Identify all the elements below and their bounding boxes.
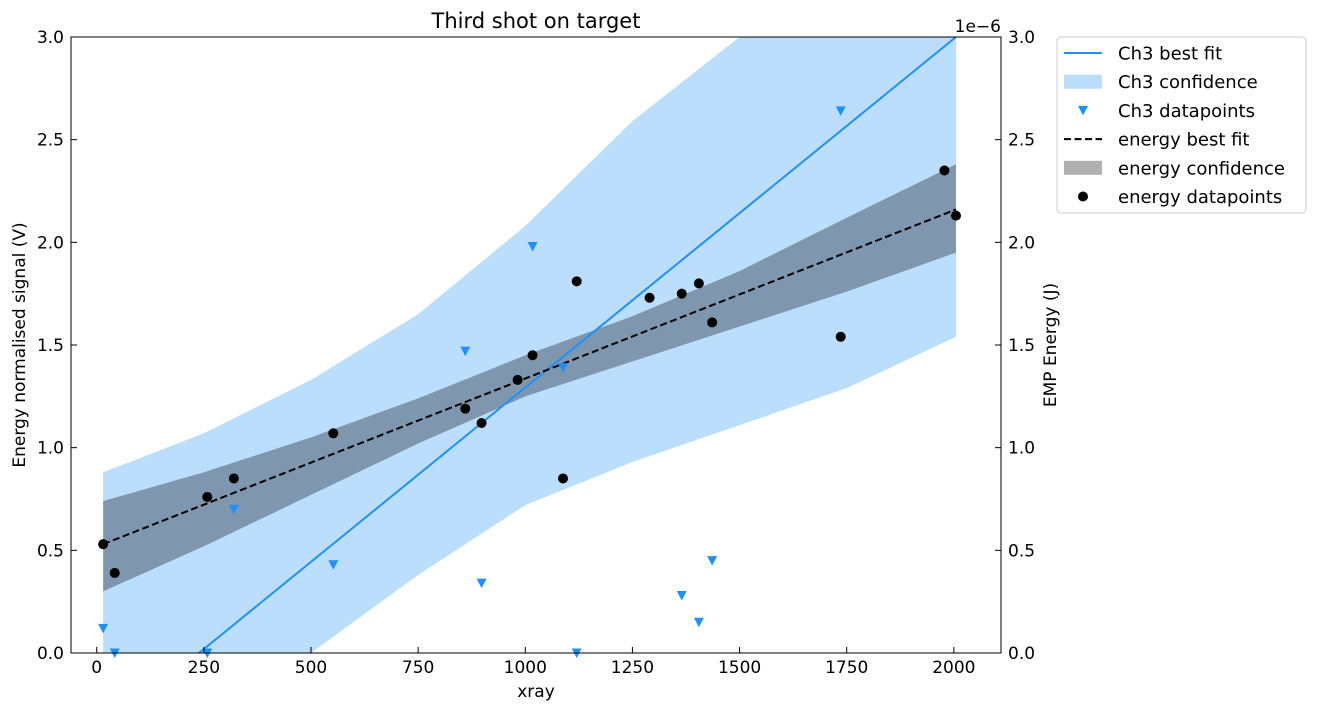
fit-lines — [102, 37, 957, 653]
y2-axis-label: EMP Energy (J) — [1041, 283, 1061, 407]
energy-datapoints-point — [707, 317, 718, 328]
y-axis-label: Energy normalised signal (V) — [10, 222, 30, 467]
y2-offset-text: 1e−6 — [955, 17, 1001, 37]
ch3-best-fit-line — [197, 37, 957, 653]
x-tick-label: 1500 — [718, 658, 761, 678]
energy-datapoints-point — [951, 210, 961, 221]
ch3-datapoints-point — [558, 363, 568, 373]
y2-tick-label: 1.5 — [1008, 336, 1035, 356]
ch3-datapoints-point — [328, 560, 339, 570]
y-tick-label: 3.0 — [37, 28, 64, 48]
y2-tick-label: 2.0 — [1008, 233, 1035, 253]
legend-label-ch3-best-fit: Ch3 best fit — [1118, 44, 1222, 65]
energy-datapoints-point — [558, 473, 568, 484]
ch3-confidence-band — [103, 37, 956, 653]
y-tick-label: 0.5 — [37, 541, 64, 561]
energy-datapoints-point — [939, 165, 950, 176]
y-tick-label: 1.0 — [37, 439, 64, 459]
legend-handle-energy-confidence — [1064, 160, 1102, 175]
ch3-datapoints-point — [707, 556, 718, 566]
ch3-datapoints-point — [228, 504, 239, 515]
y2-tick-label: 3.0 — [1008, 28, 1035, 48]
energy-datapoints-point — [571, 276, 582, 287]
y2-tick-label: 2.5 — [1008, 131, 1035, 151]
legend-handle-energy-datapoints — [1078, 191, 1088, 202]
energy-datapoints-point — [228, 473, 239, 484]
y2-tick-label: 0.0 — [1008, 644, 1035, 664]
x-tick-label: 750 — [402, 658, 434, 678]
energy-datapoints-point — [676, 288, 687, 299]
energy-datapoints-point — [512, 374, 523, 385]
ch3-datapoints-point — [527, 241, 538, 252]
energy-datapoints-point — [98, 539, 109, 550]
y-tick-label: 1.5 — [37, 336, 64, 356]
energy-datapoints-point — [644, 292, 655, 303]
x-axis-label: xray — [517, 682, 555, 702]
legend-label-energy-datapoints: energy datapoints — [1118, 187, 1282, 208]
x-tick-label: 1250 — [611, 658, 654, 678]
axis-ticks: 0 250 500 750 1000 1250 1500 1750 2000 0.0 0.5 1.0 1… — [37, 28, 1035, 678]
y2-tick-label: 1.0 — [1008, 439, 1035, 459]
energy-datapoints-point — [835, 331, 846, 342]
legend-handle-ch3-confidence — [1064, 74, 1102, 89]
ch3-datapoints-point — [676, 591, 687, 601]
y-tick-label: 2.0 — [37, 233, 64, 253]
confidence-bands — [103, 37, 956, 653]
energy-datapoints-point — [328, 428, 339, 439]
x-tick-label: 0 — [91, 658, 102, 678]
ch3-datapoints-point — [460, 346, 471, 357]
energy-datapoints-point — [476, 418, 487, 429]
ch3-datapoints-point — [693, 617, 704, 628]
ch3-datapoints-point — [98, 623, 109, 634]
x-tick-label: 500 — [295, 658, 327, 678]
energy-datapoints-point — [202, 491, 213, 502]
legend-label-energy-confidence: energy confidence — [1118, 158, 1285, 179]
y-tick-label: 2.5 — [37, 131, 64, 151]
ch3-datapoints-point — [476, 578, 487, 589]
x-tick-label: 1000 — [504, 658, 547, 678]
datapoints — [98, 106, 961, 658]
legend: Ch3 best fit Ch3 confidence Ch3 datapoints… — [1056, 36, 1307, 214]
energy-datapoints-point — [693, 278, 704, 289]
legend-frame — [1056, 36, 1307, 214]
legend-label-energy-best-fit: energy best fit — [1118, 130, 1250, 151]
energy-datapoints-point — [460, 403, 471, 414]
legend-label-ch3-datapoints: Ch3 datapoints — [1118, 101, 1255, 122]
energy-datapoints-point — [527, 350, 538, 361]
x-tick-label: 2000 — [932, 658, 975, 678]
ch3-datapoints-point — [835, 106, 846, 116]
legend-label-ch3-confidence: Ch3 confidence — [1118, 72, 1258, 93]
chart-title: Third shot on target — [431, 9, 641, 33]
energy-datapoints-point — [109, 567, 120, 578]
energy-best-fit-line — [102, 208, 957, 546]
x-tick-label: 250 — [188, 658, 220, 678]
y2-tick-label: 0.5 — [1008, 541, 1035, 561]
x-tick-label: 1750 — [825, 658, 868, 678]
y-tick-label: 0.0 — [37, 644, 64, 664]
legend-handle-ch3-datapoints — [1078, 105, 1088, 116]
